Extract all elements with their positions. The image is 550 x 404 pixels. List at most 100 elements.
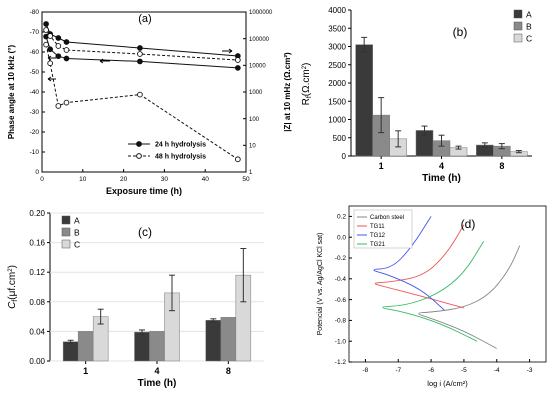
x-axis-title: Time (h)	[138, 378, 177, 389]
x-tick-label: -8	[363, 367, 369, 374]
legend-swatch	[513, 21, 523, 31]
data-point	[63, 39, 70, 45]
data-point	[137, 45, 143, 51]
y-left-tick-label: 0	[35, 169, 39, 176]
y-tick-label: 4000	[328, 6, 346, 15]
series-curve	[374, 224, 465, 309]
data-point	[234, 65, 241, 71]
bar	[220, 317, 237, 362]
x-tick-label: 1	[83, 366, 88, 376]
data-point	[137, 58, 143, 65]
x-tick-label: -6	[428, 367, 434, 374]
series-curve	[418, 245, 521, 349]
y-right-tick-label: 10000	[249, 64, 266, 70]
x-tick-label: 8	[226, 366, 231, 376]
arrow-left-axis-icon	[47, 76, 56, 82]
data-point	[55, 103, 62, 109]
panel-d-polarization-chart: -8 -7 -6 -5 -4 -3 0.2 0.0 -0.2 -0.4 -0.6 -0.8 -1.0 -1…	[317, 205, 547, 388]
y-left-tick-label: -20	[30, 129, 40, 136]
y-left-tick-label: -60	[30, 49, 40, 56]
x-tick-label: 10	[79, 176, 87, 183]
data-point	[63, 47, 70, 53]
data-point	[137, 91, 143, 98]
x-tick-label: 4	[154, 366, 159, 376]
data-point	[55, 43, 62, 49]
arrow-right-axis-icon	[222, 48, 233, 54]
y-right-tick-label: 1000	[249, 90, 263, 96]
y-tick-label: 3000	[328, 43, 346, 52]
y-tick-label: 2000	[328, 79, 346, 88]
bar	[355, 44, 373, 157]
y-right-axis-title: |Z| at 10 mHz (Ω.cm²)	[283, 52, 292, 132]
data-point	[234, 156, 241, 163]
y-tick-label: 0.16	[29, 239, 45, 248]
data-point	[43, 41, 49, 48]
legend-label: C	[526, 34, 532, 44]
y-tick-label: 0.12	[29, 268, 45, 277]
bar	[149, 331, 165, 362]
data-point	[47, 46, 54, 53]
y-tick-label: 0.08	[29, 298, 45, 307]
legend-label: Carbon steel	[370, 215, 404, 221]
legend-swatch	[61, 215, 71, 225]
data-point	[55, 35, 62, 41]
panel-c-cf-bar-chart: 0.00 0.04 0.08 0.12 0.16 0.20 1 4 8 Time (h) ABC (c…	[7, 209, 264, 389]
series-curve	[382, 241, 485, 342]
y-left-tick-label: -80	[30, 9, 40, 16]
y-tick-label: 0.00	[29, 357, 45, 366]
x-tick-label: -5	[461, 367, 467, 374]
data-point	[43, 21, 49, 27]
y-axis-title: Potencial (V vs. Ag/AgCl KCl sat)	[317, 233, 324, 336]
legend-label: B	[526, 22, 532, 32]
x-tick-label: 40	[202, 176, 210, 183]
legend-label: C	[74, 240, 80, 250]
series-line	[45, 44, 239, 160]
legend-label: TG21	[370, 242, 386, 248]
y-axis-title: Cf(μf.cm2)	[7, 265, 19, 309]
x-tick-label: -7	[395, 367, 401, 374]
bar	[77, 331, 94, 362]
y-right-tick-label: 10	[249, 144, 256, 150]
y-tick-label: 0.04	[29, 327, 45, 336]
y-tick-label: 1000	[328, 116, 346, 125]
x-axis-title: Time (h)	[422, 173, 461, 184]
legend-label: A	[526, 10, 532, 20]
legend-label: TG11	[370, 224, 385, 230]
legend-swatch	[513, 33, 523, 43]
data-point	[43, 27, 49, 33]
bar	[134, 331, 150, 362]
y-left-tick-label: -50	[30, 69, 40, 76]
panel-a-phase-impedance-chart: 0 10 20 30 40 50 -80 -70 -60 -50 -40 -30 -20 -10 0 1 10 1…	[7, 9, 292, 196]
y-tick-label: 0.20	[29, 209, 45, 218]
y-tick-label: 0.2	[337, 214, 346, 221]
x-tick-label: 20	[120, 176, 128, 183]
x-tick-label: 1	[379, 161, 384, 171]
x-tick-label: -3	[527, 367, 533, 374]
x-tick-label: -4	[494, 367, 500, 374]
x-tick-label: 8	[499, 161, 504, 171]
legend-marker	[136, 141, 142, 147]
arrow-left-axis-icon	[99, 58, 110, 64]
data-point	[55, 53, 62, 60]
y-axis-title: Rf(Ω.cm2)	[301, 63, 313, 106]
legend-swatch	[61, 227, 71, 237]
data-point	[63, 55, 70, 62]
bar	[62, 341, 79, 362]
y-tick-label: -0.6	[335, 297, 347, 304]
y-tick-label: -0.2	[335, 255, 347, 262]
bar	[205, 320, 222, 362]
panel-b-rf-bar-chart: 0 500 1000 1500 2000 2500 3000 3500 4000 1 4 8 Time …	[301, 6, 532, 184]
data-point	[137, 51, 143, 57]
y-tick-label: 2500	[328, 61, 346, 70]
legend-marker	[136, 153, 142, 159]
panel-label: (c)	[138, 225, 152, 239]
panel-label: (b)	[453, 25, 468, 39]
y-right-tick-label: 1	[249, 170, 253, 176]
y-right-tick-label: 100000	[249, 37, 270, 43]
legend-swatch	[61, 239, 71, 249]
data-point	[47, 60, 54, 67]
series-curve	[373, 216, 445, 311]
y-tick-label: -1.2	[335, 359, 347, 366]
y-left-axis-title: Phase angle at 10 kHz (°)	[7, 44, 16, 139]
